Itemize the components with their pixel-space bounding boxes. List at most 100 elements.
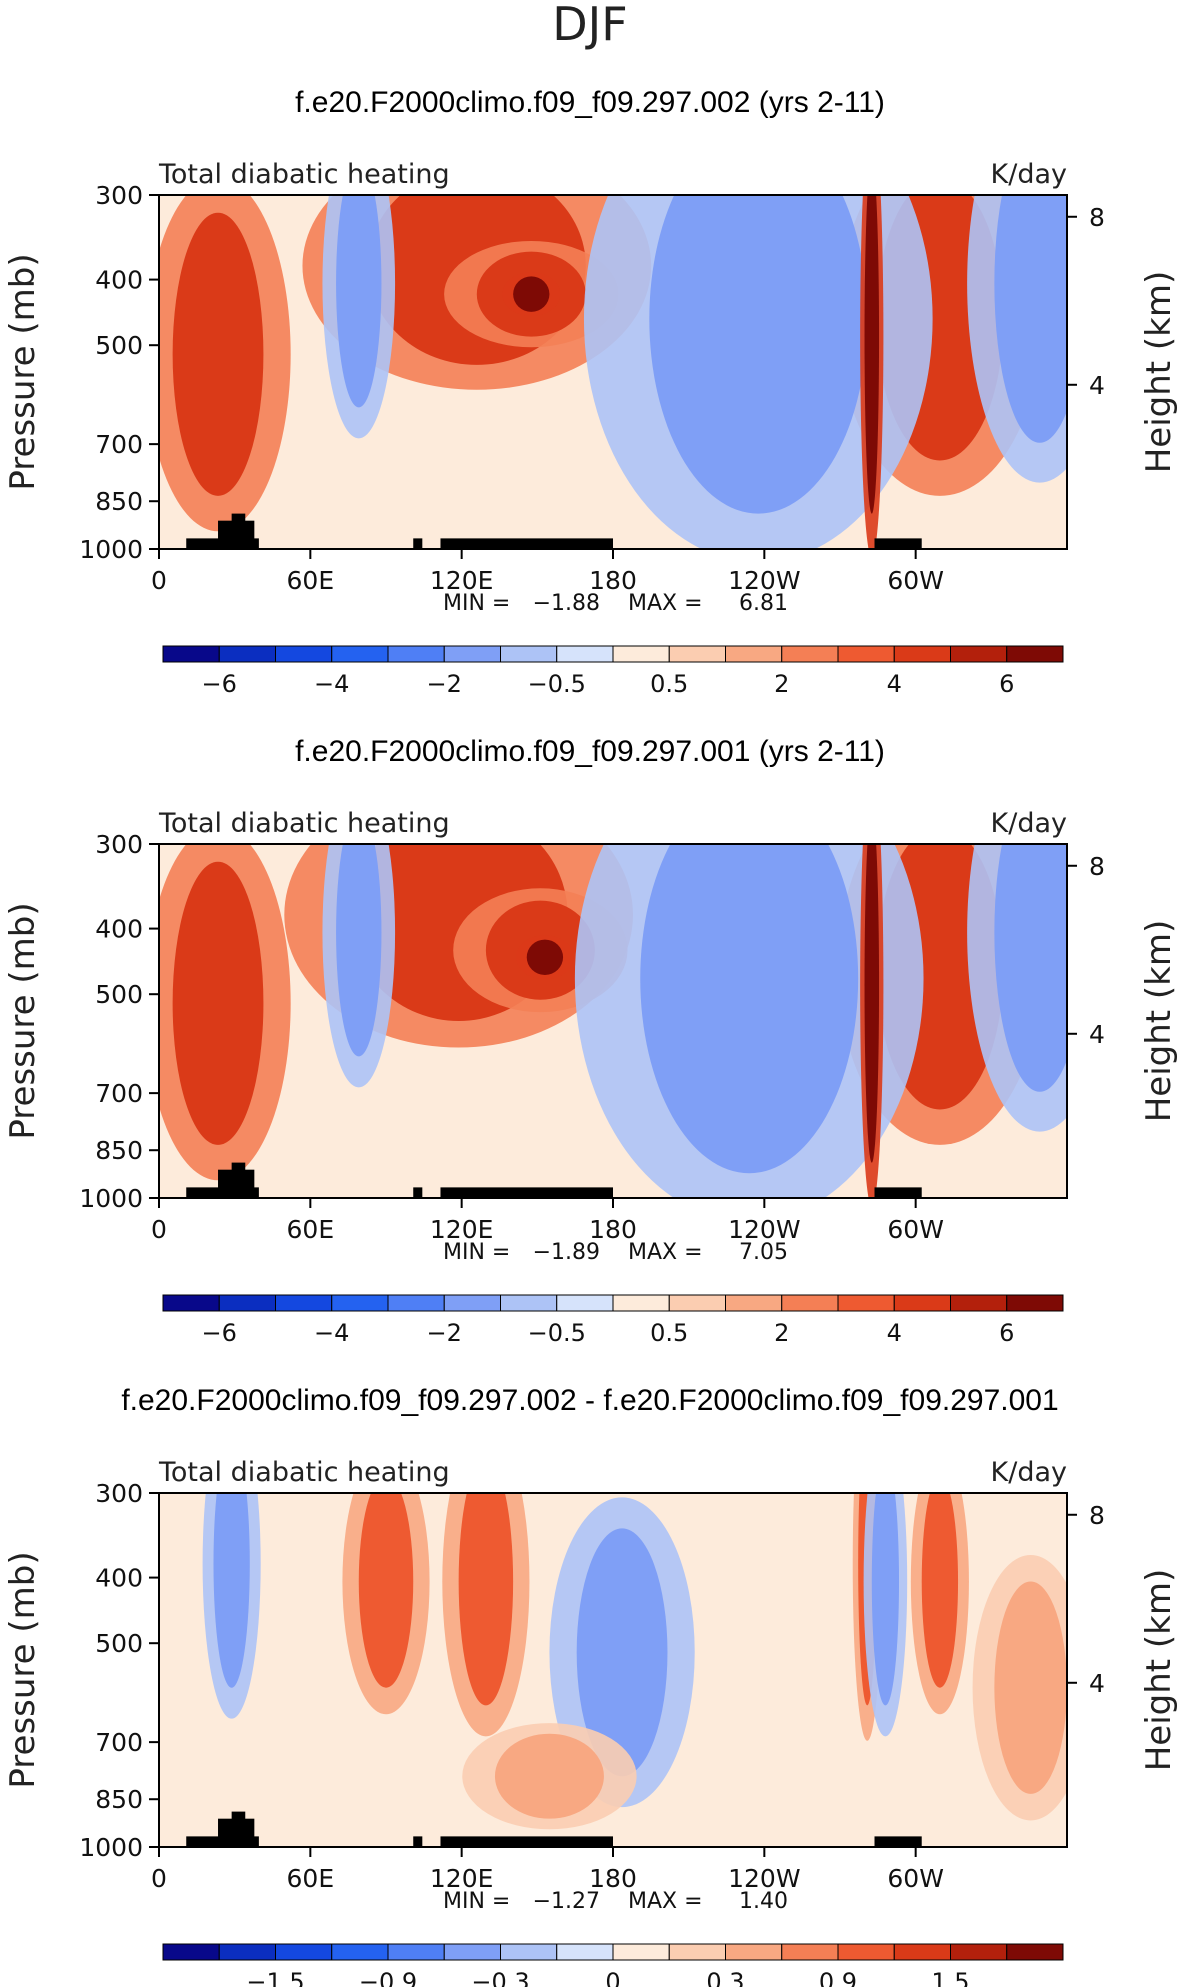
contour-cool: [994, 195, 1067, 443]
min-value: −1.89: [533, 1240, 600, 1265]
colorbar-swatch: [275, 645, 333, 663]
colorbar-swatch: [331, 1943, 389, 1961]
colorbar-label: 4: [887, 1319, 902, 1347]
colorbar-swatch: [275, 1943, 333, 1961]
colorbar-label: −4: [314, 670, 349, 698]
colorbar-swatch: [612, 1294, 670, 1312]
colorbar-label: −2: [427, 670, 462, 698]
colorbar-label: 0.3: [706, 1968, 744, 1987]
contour-field: [159, 844, 1067, 1198]
y-right-tick-label: 4: [1089, 371, 1105, 400]
colorbar-swatch: [781, 1294, 839, 1312]
colorbar: −6 −4 −2 −0.5 0.5 2 4 6: [162, 1294, 1064, 1347]
colorbar-label: −6: [202, 1319, 237, 1347]
x-tick-label: 120E: [430, 1864, 494, 1893]
x-tick-label: 120E: [430, 1215, 494, 1244]
max-value: 6.81: [739, 591, 788, 616]
colorbar-swatch: [837, 1943, 895, 1961]
min-value: −1.88: [533, 591, 600, 616]
y-tick-label: 850: [95, 1785, 143, 1814]
colorbar-swatch: [500, 645, 558, 663]
colorbar-swatch: [950, 1943, 1008, 1961]
contour-cool: [576, 1528, 668, 1777]
colorbar-label: 6: [999, 670, 1014, 698]
colorbar-swatch: [556, 1943, 614, 1961]
colorbar-label: 6: [999, 1319, 1014, 1347]
max-label: MAX =: [628, 1889, 703, 1914]
colorbar-label: −0.5: [528, 670, 586, 698]
chart-panel-3: f.e20.F2000climo.f09_f09.297.002 - f.e20…: [3, 1384, 1179, 1987]
contour-cool: [871, 1493, 900, 1706]
colorbar-swatch: [668, 1943, 726, 1961]
x-tick-label: 0: [151, 1215, 167, 1244]
colorbar-swatch: [500, 1943, 558, 1961]
max-label: MAX =: [628, 1240, 703, 1265]
contour-cool: [336, 844, 382, 1057]
colorbar-swatch: [1006, 1294, 1064, 1312]
colorbar-label: 2: [774, 670, 789, 698]
topography-mask: [231, 513, 246, 549]
contour-warm: [172, 212, 264, 496]
colorbar-swatch: [331, 645, 389, 663]
y-right-tick-label: 8: [1089, 1501, 1105, 1530]
colorbar-label: −0.3: [471, 1968, 529, 1987]
colorbar-swatch: [162, 1943, 220, 1961]
colorbar-swatch: [950, 645, 1008, 663]
colorbar-swatch: [1006, 1943, 1064, 1961]
colorbar-label: −0.9: [359, 1968, 417, 1987]
page-title: DJF: [552, 0, 627, 51]
max-value: 1.40: [739, 1889, 788, 1914]
contour-warm: [458, 1493, 514, 1706]
topography-mask: [440, 1836, 613, 1847]
contour-mild: [494, 1733, 604, 1819]
y-tick-label: 1000: [79, 1184, 143, 1213]
colorbar-label: 0.5: [650, 1319, 688, 1347]
x-tick-label: 60W: [887, 566, 944, 595]
y-tick-label: 400: [95, 1564, 143, 1593]
y-tick-label: 700: [95, 1728, 143, 1757]
colorbar-swatch: [725, 645, 783, 663]
x-tick-label: 0: [151, 1864, 167, 1893]
y-axis-right-title: Height (km): [1139, 271, 1179, 474]
colorbar-swatch: [387, 645, 445, 663]
y-right-tick-label: 4: [1089, 1669, 1105, 1698]
x-tick-label: 60W: [887, 1864, 944, 1893]
x-tick-label: 180: [589, 566, 637, 595]
colorbar: −6 −4 −2 −0.5 0.5 2 4 6: [162, 645, 1064, 698]
chart-panel-1: f.e20.F2000climo.f09_f09.297.002 (yrs 2-…: [3, 86, 1179, 698]
colorbar-swatch: [387, 1943, 445, 1961]
y-tick-label: 400: [95, 915, 143, 944]
chart-title: f.e20.F2000climo.f09_f09.297.002 - f.e20…: [121, 1384, 1058, 1417]
contour-cool: [213, 1493, 250, 1688]
colorbar-swatch: [781, 645, 839, 663]
y-axis-title: Pressure (mb): [3, 902, 43, 1139]
contour-field: [159, 195, 1067, 549]
y-tick-label: 500: [95, 1629, 143, 1658]
contour-peak: [513, 276, 550, 312]
contour-mild: [994, 1581, 1067, 1794]
y-tick-label: 850: [95, 487, 143, 516]
colorbar-swatch: [668, 1294, 726, 1312]
topography-mask: [440, 538, 613, 549]
x-tick-label: 120E: [430, 566, 494, 595]
colorbar-swatch: [443, 1943, 501, 1961]
y-tick-label: 700: [95, 430, 143, 459]
colorbar-swatch: [837, 645, 895, 663]
colorbar-label: −2: [427, 1319, 462, 1347]
colorbar-swatch: [387, 1294, 445, 1312]
contour-field: [159, 1493, 1067, 1847]
y-tick-label: 300: [95, 1479, 143, 1508]
colorbar-swatch: [950, 1294, 1008, 1312]
contour-cool: [649, 195, 868, 514]
contour-warm: [921, 1493, 959, 1688]
colorbar-label: 1.5: [931, 1968, 969, 1987]
y-axis-title: Pressure (mb): [3, 1551, 43, 1788]
y-tick-label: 300: [95, 181, 143, 210]
units-label: K/day: [991, 808, 1067, 839]
colorbar-swatch: [668, 645, 726, 663]
colorbar-swatch: [275, 1294, 333, 1312]
x-tick-label: 60W: [887, 1215, 944, 1244]
colorbar-swatch: [218, 645, 276, 663]
colorbar-label: −4: [314, 1319, 349, 1347]
